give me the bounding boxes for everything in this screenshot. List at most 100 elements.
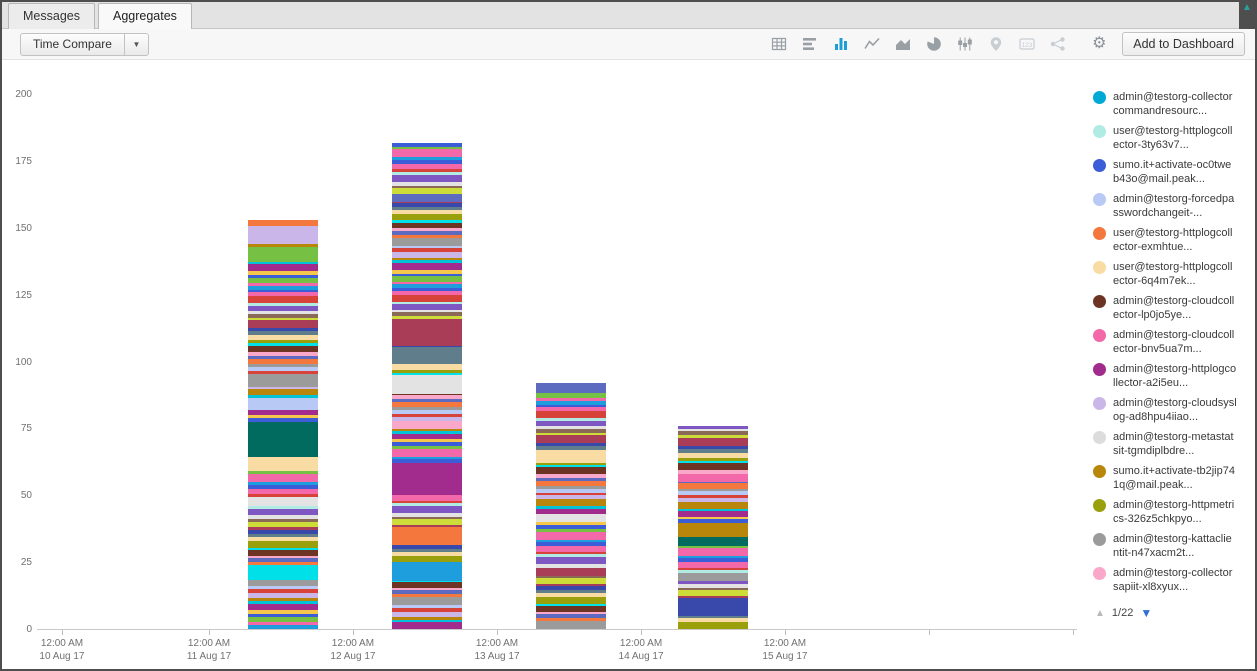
bar-segment[interactable] [392,433,462,440]
bar-segment[interactable] [392,281,462,285]
bar-segment[interactable] [536,578,607,584]
bar-segment[interactable] [247,345,318,353]
bar-segment[interactable] [392,519,462,525]
bar-segment[interactable] [247,367,318,372]
bar-segment[interactable] [536,432,607,436]
bar-segment[interactable] [536,614,607,619]
bar-segment[interactable] [392,312,462,317]
bar-segment[interactable] [392,596,462,605]
bar-segment[interactable] [536,563,607,568]
bar-segment[interactable] [678,495,748,499]
legend-item[interactable]: user@testorg-httplogcollector-3ty63v7... [1093,124,1243,152]
stacked-bar-11-aug-17[interactable] [247,220,318,629]
bar-segment[interactable] [247,592,318,599]
bar-segment[interactable] [678,488,748,492]
bar-segment[interactable] [678,523,748,537]
bar-segment[interactable] [536,474,607,479]
bar-segment[interactable] [247,474,318,483]
bar-segment[interactable] [247,311,318,314]
bar-segment[interactable] [392,234,462,238]
bar-segment[interactable] [678,516,748,520]
bar-segment[interactable] [536,592,607,597]
bar-segment[interactable] [392,512,462,517]
bar-segment[interactable] [392,257,462,261]
bar-segment[interactable] [247,579,318,587]
bar-segment[interactable] [392,172,462,175]
legend-item[interactable]: admin@testorg-cloudsyslog-ad8hpu4iiao... [1093,396,1243,424]
time-compare-dropdown-icon[interactable]: ▼ [123,33,148,55]
bar-segment[interactable] [392,252,462,258]
bar-segment[interactable] [392,516,462,520]
bar-segment[interactable] [247,246,318,262]
bar-segment[interactable] [678,546,748,548]
bar-segment[interactable] [678,583,748,588]
bar-segment[interactable] [392,237,462,246]
bar-segment[interactable] [392,295,462,302]
bar-segment[interactable] [247,364,318,368]
bar-segment[interactable] [392,459,462,464]
bar-segment[interactable] [536,420,607,426]
bar-segment[interactable] [536,611,607,615]
legend-item[interactable]: sumo.it+activate-oc0tweb43o@mail.peak... [1093,158,1243,186]
bar-segment[interactable] [247,282,318,286]
bar-segment[interactable] [392,590,462,595]
bar-segment[interactable] [247,335,318,341]
pie-chart-icon[interactable] [925,35,943,53]
bar-segment[interactable] [392,316,462,320]
bar-segment[interactable] [678,615,748,619]
bar-segment[interactable] [678,452,748,459]
legend-item[interactable]: admin@testorg-collectorsapiit-xl8xyux... [1093,566,1243,594]
bar-segment[interactable] [392,456,462,460]
bar-segment[interactable] [247,244,318,247]
bar-segment[interactable] [536,467,607,475]
bar-segment[interactable] [392,622,462,629]
bar-segment[interactable] [392,260,462,263]
bar-segment[interactable] [678,555,748,559]
bar-segment[interactable] [536,575,607,579]
bar-segment[interactable] [392,448,462,457]
legend-item[interactable]: admin@testorg-metastatsit-tgmdiplbdre... [1093,430,1243,458]
bar-segment[interactable] [678,431,748,436]
bar-segment[interactable] [392,416,462,421]
bar-segment[interactable] [247,600,318,604]
bar-segment[interactable] [247,395,318,398]
bar-segment[interactable] [392,185,462,189]
bar-segment[interactable] [536,492,607,496]
line-chart-icon[interactable] [863,35,881,53]
bar-segment[interactable] [536,488,607,493]
legend-item[interactable]: admin@testorg-cloudcollector-lp0jo5ye... [1093,294,1243,322]
bar-segment[interactable] [678,437,748,446]
bar-segment[interactable] [392,248,462,253]
bar-segment[interactable] [247,471,318,475]
bar-segment[interactable] [392,319,462,328]
bar-segment[interactable] [678,558,748,563]
bar-segment[interactable] [247,225,318,229]
bar-segment[interactable] [247,598,318,601]
bar-segment[interactable] [247,534,318,537]
bar-segment[interactable] [392,206,462,210]
bar-segment[interactable] [247,496,318,507]
bar-segment[interactable] [392,562,462,581]
bar-segment[interactable] [392,551,462,556]
bar-segment[interactable] [247,274,318,278]
bar-segment[interactable] [247,625,318,629]
bar-segment[interactable] [247,417,318,422]
bar-segment[interactable] [678,511,748,517]
bar-segment[interactable] [392,309,462,313]
bar-segment[interactable] [536,480,607,487]
bar-segment[interactable] [247,343,318,346]
bar-segment[interactable] [678,482,748,484]
bar-segment[interactable] [536,455,607,464]
bar-segment[interactable] [678,567,748,571]
legend-item[interactable]: admin@testorg-kattaclientit-n47xacm2t... [1093,532,1243,560]
bar-segment[interactable] [678,428,748,432]
bar-segment[interactable] [247,285,318,290]
bar-segment[interactable] [247,328,318,332]
bar-segment[interactable] [678,618,748,623]
bar-segment[interactable] [247,508,318,516]
bar-chart-icon[interactable] [801,35,819,53]
legend-item[interactable]: admin@testorg-httpmetrics-326z5chkpyo... [1093,498,1243,526]
bar-segment[interactable] [536,404,607,408]
bar-segment[interactable] [392,548,462,552]
bar-segment[interactable] [678,448,748,453]
